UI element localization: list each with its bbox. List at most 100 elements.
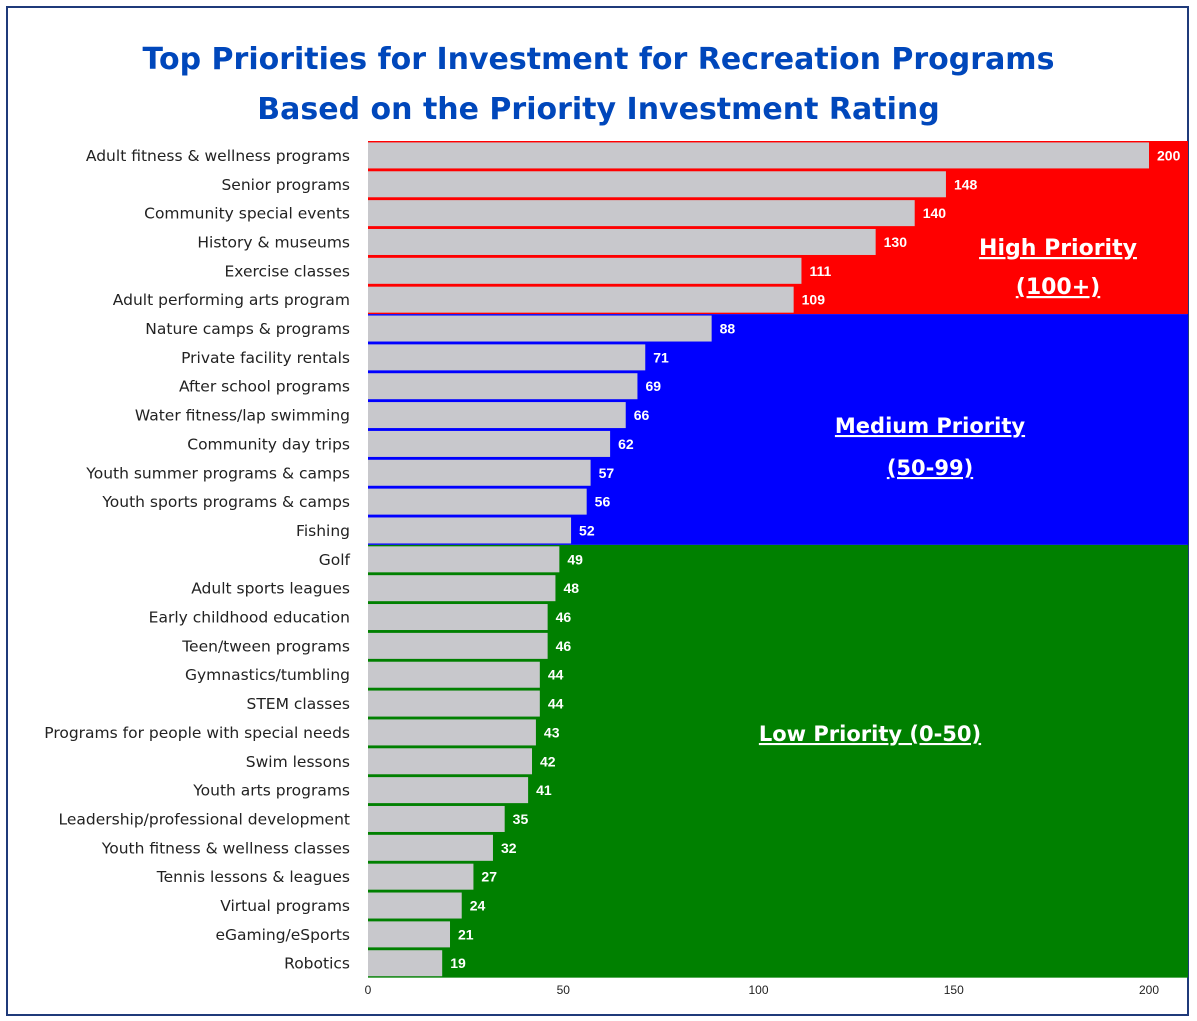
bar [368,344,646,371]
data-label: 48 [563,580,579,596]
category-label: Early childhood education [149,609,350,627]
data-label: 32 [501,840,517,856]
category-label: After school programs [179,378,350,396]
category-label: Tennis lessons & leagues [156,868,350,886]
x-tick-label: 200 [1139,983,1159,997]
bar [368,777,529,804]
category-label: STEM classes [247,695,351,713]
category-label: Virtual programs [220,897,350,915]
data-label: 52 [579,522,595,538]
category-label: Adult fitness & wellness programs [86,147,350,165]
category-label: Exercise classes [224,262,350,280]
x-tick-label: 0 [365,983,372,997]
bar [368,171,946,198]
bar [368,459,591,486]
data-label: 88 [720,321,736,337]
bar [368,488,587,515]
bar [368,546,560,573]
category-label: Teen/tween programs [181,637,350,655]
bar [368,690,540,717]
x-tick-label: 150 [944,983,964,997]
data-label: 109 [802,292,826,308]
data-label: 56 [595,494,611,510]
zone-medium-label: Medium Priority [835,414,1025,438]
data-label: 24 [470,898,486,914]
category-label: Fishing [296,522,350,540]
category-label: Golf [319,551,351,569]
data-label: 43 [544,724,560,740]
data-label: 44 [548,696,564,712]
data-label: 42 [540,753,556,769]
bar [368,921,451,948]
data-label: 57 [599,465,615,481]
bar [368,142,1149,169]
category-label: History & museums [197,233,350,251]
bar [368,748,533,775]
bar [368,228,876,255]
chart-subtitle: Based on the Priority Investment Rating [257,92,940,127]
bar [368,200,915,227]
category-label: Nature camps & programs [145,320,350,338]
category-label: Youth sports programs & camps [101,493,350,511]
bar [368,604,548,631]
category-label: Programs for people with special needs [44,724,350,742]
data-label: 21 [458,926,474,942]
x-tick-label: 50 [557,983,571,997]
category-label: Youth fitness & wellness classes [101,839,350,857]
bar [368,257,802,284]
data-label: 49 [567,551,583,567]
zone-low-label: Low Priority (0-50) [759,722,981,746]
bar [368,315,712,342]
bar [368,892,462,919]
zone-medium-range: (50-99) [887,456,973,480]
data-label: 46 [556,609,572,625]
category-label: Community special events [144,205,350,223]
data-label: 44 [548,667,564,683]
zone-high-range: (100+) [1016,275,1100,300]
zone-high-label: High Priority [979,236,1137,261]
bar [368,430,611,457]
zone-high-background [368,141,1188,315]
category-label: Private facility rentals [181,349,350,367]
category-label: Adult sports leagues [191,580,350,598]
bar [368,950,443,977]
data-label: 71 [653,349,669,365]
category-label: Youth summer programs & camps [85,464,350,482]
data-label: 35 [513,811,529,827]
bar [368,805,505,832]
category-label: Swim lessons [246,753,350,771]
x-tick-label: 100 [748,983,768,997]
category-label: Gymnastics/tumbling [185,666,350,684]
data-label: 46 [556,638,572,654]
category-label: eGaming/eSports [215,926,350,944]
data-label: 130 [884,234,908,250]
data-label: 140 [923,205,947,221]
data-label: 148 [954,176,978,192]
bar [368,632,548,659]
bar [368,863,474,890]
category-label: Adult performing arts program [113,291,350,309]
bar [368,373,638,400]
data-label: 200 [1157,147,1181,163]
chart-title: Top Priorities for Investment for Recrea… [142,42,1055,77]
category-label: Senior programs [221,176,350,194]
category-label: Water fitness/lap swimming [135,407,350,425]
bar [368,402,626,429]
bar [368,834,493,861]
bar [368,286,794,313]
data-label: 62 [618,436,634,452]
data-label: 41 [536,782,552,798]
data-label: 27 [481,869,497,885]
bar [368,575,556,602]
category-label: Leadership/professional development [58,810,350,828]
data-label: 69 [645,378,661,394]
category-label: Robotics [284,955,350,973]
category-label: Community day trips [187,435,350,453]
data-label: 111 [809,263,831,279]
bar [368,661,540,688]
bar [368,719,536,746]
data-label: 66 [634,407,650,423]
data-label: 19 [450,955,466,971]
category-label: Youth arts programs [192,782,350,800]
